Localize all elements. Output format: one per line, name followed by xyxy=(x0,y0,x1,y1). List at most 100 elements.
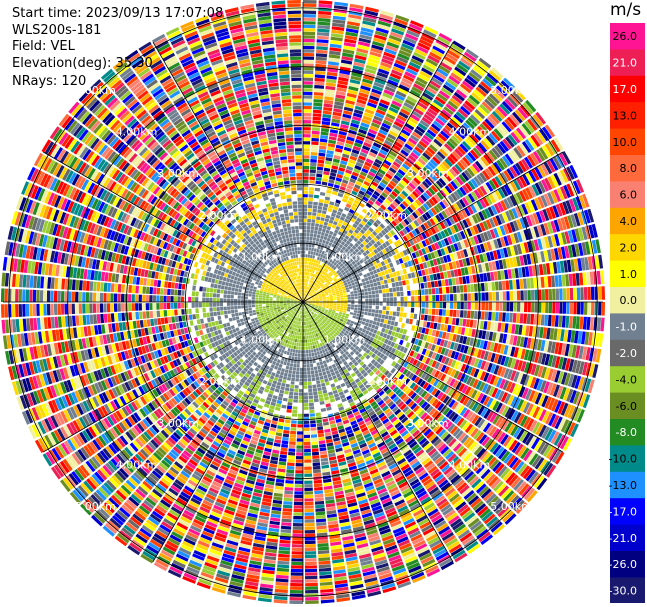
velocity-gate xyxy=(377,207,384,214)
velocity-gate xyxy=(419,263,424,270)
velocity-gate xyxy=(563,260,568,273)
velocity-gate xyxy=(340,160,348,166)
velocity-gate xyxy=(466,97,478,108)
velocity-gate xyxy=(305,300,309,302)
velocity-gate xyxy=(317,390,323,395)
velocity-gate xyxy=(335,345,340,350)
velocity-gate xyxy=(312,451,320,456)
velocity-gate xyxy=(387,426,396,434)
velocity-gate xyxy=(312,269,315,274)
velocity-gate xyxy=(568,344,574,357)
velocity-gate xyxy=(505,280,510,290)
velocity-gate xyxy=(461,535,475,546)
velocity-gate xyxy=(387,238,393,245)
velocity-gate xyxy=(349,329,354,334)
velocity-gate xyxy=(351,214,358,220)
velocity-gate xyxy=(291,558,303,562)
velocity-gate xyxy=(303,247,306,251)
velocity-gate xyxy=(314,326,317,330)
velocity-gate xyxy=(350,291,354,295)
velocity-gate xyxy=(411,86,423,95)
velocity-gate xyxy=(491,110,503,122)
velocity-gate xyxy=(491,281,496,291)
velocity-gate xyxy=(363,142,372,148)
velocity-gate xyxy=(375,369,381,376)
velocity-gate xyxy=(373,419,381,426)
velocity-gate xyxy=(527,136,538,150)
velocity-gate xyxy=(324,317,328,321)
velocity-gate xyxy=(318,372,323,377)
velocity-gate xyxy=(473,461,483,472)
velocity-gate xyxy=(431,141,441,150)
velocity-gate xyxy=(297,424,303,428)
velocity-gate xyxy=(332,158,340,164)
velocity-gate xyxy=(495,215,502,226)
velocity-gate xyxy=(492,376,500,387)
velocity-gate xyxy=(490,498,502,510)
velocity-gate xyxy=(333,298,337,301)
velocity-gate xyxy=(429,173,438,182)
velocity-gate xyxy=(305,279,307,283)
velocity-gate xyxy=(338,167,346,172)
velocity-gate xyxy=(554,342,560,355)
velocity-gate xyxy=(427,175,435,184)
velocity-gate xyxy=(314,85,325,89)
velocity-gate xyxy=(486,321,491,331)
velocity-gate xyxy=(333,333,337,338)
velocity-gate xyxy=(465,257,471,266)
velocity-gate xyxy=(498,448,508,460)
velocity-gate xyxy=(470,310,475,319)
velocity-gate xyxy=(498,404,506,415)
velocity-gate xyxy=(581,346,588,360)
velocity-gate xyxy=(440,445,450,455)
velocity-gate xyxy=(304,544,316,548)
velocity-gate xyxy=(364,10,379,17)
velocity-gate xyxy=(540,276,545,288)
velocity-gate xyxy=(451,166,460,175)
velocity-gate xyxy=(332,309,336,313)
velocity-gate xyxy=(332,276,336,280)
velocity-gate xyxy=(542,327,548,339)
velocity-gate xyxy=(355,180,363,187)
velocity-gate xyxy=(368,410,376,417)
velocity-gate xyxy=(500,367,507,378)
velocity-gate xyxy=(357,358,362,364)
velocity-gate xyxy=(473,348,479,357)
velocity-gate xyxy=(575,345,581,359)
velocity-gate xyxy=(391,347,396,354)
velocity-gate xyxy=(483,137,493,149)
velocity-gate xyxy=(515,502,528,514)
velocity-gate xyxy=(420,475,431,484)
velocity-gate xyxy=(398,539,410,547)
velocity-gate xyxy=(521,325,527,336)
velocity-gate xyxy=(303,378,308,382)
velocity-gate xyxy=(403,517,415,526)
velocity-gate xyxy=(448,278,453,286)
velocity-gate xyxy=(376,71,389,79)
velocity-gate xyxy=(324,428,331,433)
velocity-gate xyxy=(424,26,439,35)
velocity-gate xyxy=(385,423,394,431)
velocity-gate xyxy=(567,215,574,229)
velocity-gate xyxy=(312,109,322,114)
velocity-gate xyxy=(580,287,584,300)
velocity-gate xyxy=(526,375,534,388)
velocity-gate xyxy=(371,353,376,359)
velocity-gate xyxy=(385,350,391,357)
velocity-gate xyxy=(325,315,330,319)
velocity-gate xyxy=(346,245,352,251)
velocity-gate xyxy=(304,278,306,283)
velocity-gate xyxy=(398,84,410,92)
velocity-gate xyxy=(516,243,523,255)
velocity-gate xyxy=(529,152,540,165)
velocity-gate xyxy=(356,226,362,232)
velocity-gate xyxy=(321,213,326,218)
velocity-gate xyxy=(423,29,437,38)
velocity-gate xyxy=(592,348,598,362)
velocity-gate xyxy=(347,294,351,297)
velocity-gate xyxy=(289,597,303,601)
velocity-gate xyxy=(552,205,560,218)
velocity-gate xyxy=(320,131,329,136)
velocity-gate xyxy=(431,308,436,315)
velocity-gate xyxy=(468,94,480,105)
